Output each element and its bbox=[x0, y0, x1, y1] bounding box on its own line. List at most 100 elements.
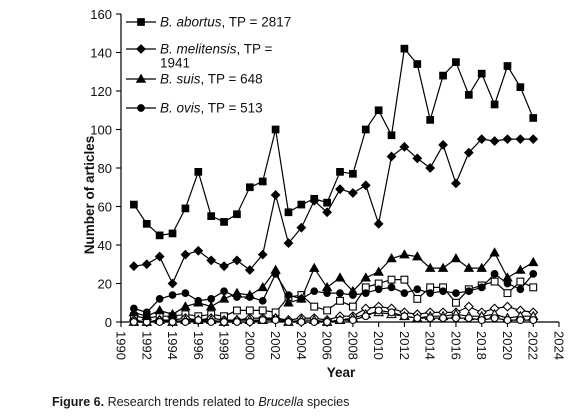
data-point bbox=[258, 296, 267, 305]
data-point bbox=[310, 302, 319, 311]
caption-genus: Brucella bbox=[258, 395, 304, 409]
data-point bbox=[245, 318, 254, 326]
legend-item: B. suis, TP = 648 bbox=[126, 72, 263, 87]
data-point bbox=[181, 289, 190, 297]
data-point bbox=[400, 289, 409, 297]
legend-suffix: , TP = bbox=[237, 42, 273, 57]
caption-text: Research trends related to bbox=[104, 395, 259, 409]
data-point bbox=[452, 58, 460, 66]
legend-item: B. abortus, TP = 2817 bbox=[126, 15, 291, 30]
data-point bbox=[309, 195, 320, 206]
data-point bbox=[128, 261, 139, 272]
data-point bbox=[412, 153, 423, 164]
y-tick-label: 0 bbox=[105, 315, 112, 330]
data-point bbox=[284, 291, 293, 299]
data-point bbox=[361, 125, 370, 134]
data-point bbox=[349, 169, 357, 178]
data-point bbox=[516, 316, 525, 325]
legend-suffix: , TP = 513 bbox=[201, 101, 263, 116]
x-tick-label: 2016 bbox=[448, 331, 463, 360]
data-point bbox=[232, 306, 241, 315]
data-point bbox=[373, 266, 384, 276]
data-point bbox=[400, 275, 409, 284]
data-point bbox=[194, 168, 203, 176]
series-8 bbox=[129, 306, 538, 326]
legend-label-line2: 1941 bbox=[160, 56, 190, 71]
series-line bbox=[133, 138, 534, 285]
data-point bbox=[439, 314, 448, 323]
data-point bbox=[490, 277, 499, 286]
data-point bbox=[257, 281, 268, 292]
data-point bbox=[297, 318, 306, 326]
x-tick-label: 2018 bbox=[474, 331, 489, 360]
data-point bbox=[451, 298, 460, 307]
legend-suffix: , TP = 2817 bbox=[222, 15, 292, 30]
data-point bbox=[374, 285, 383, 294]
data-point bbox=[245, 183, 254, 192]
data-point bbox=[245, 306, 254, 315]
data-point bbox=[360, 180, 371, 191]
data-point bbox=[220, 287, 228, 296]
figure-caption: Figure 6. Research trends related to Bru… bbox=[52, 395, 349, 409]
data-point bbox=[137, 18, 145, 26]
data-point bbox=[503, 62, 512, 70]
data-point bbox=[219, 261, 229, 272]
data-point bbox=[361, 312, 370, 321]
data-point bbox=[130, 200, 138, 209]
caption-suffix: species bbox=[303, 395, 350, 409]
y-axis-label: Number of articles bbox=[82, 136, 97, 255]
data-point bbox=[387, 275, 396, 284]
legend-species: B. ovis bbox=[160, 101, 201, 116]
data-point bbox=[336, 289, 344, 297]
data-point bbox=[503, 279, 512, 288]
data-point bbox=[218, 293, 230, 303]
series-3 bbox=[128, 247, 539, 320]
data-point bbox=[387, 131, 396, 140]
data-point bbox=[258, 306, 267, 315]
data-point bbox=[360, 272, 372, 282]
legend-species: B. abortus bbox=[160, 15, 222, 30]
data-point bbox=[194, 296, 203, 305]
data-point bbox=[137, 104, 145, 112]
data-point bbox=[476, 262, 487, 272]
data-point bbox=[439, 71, 447, 80]
data-point bbox=[245, 293, 254, 301]
y-tick-label: 160 bbox=[90, 7, 112, 22]
data-point bbox=[283, 238, 294, 248]
data-point bbox=[258, 177, 267, 186]
data-point bbox=[503, 316, 512, 325]
data-point bbox=[413, 60, 422, 68]
y-tick-label: 120 bbox=[90, 84, 112, 99]
data-point bbox=[438, 139, 448, 150]
data-point bbox=[220, 318, 229, 326]
data-point bbox=[194, 316, 203, 325]
data-point bbox=[181, 204, 190, 213]
data-point bbox=[297, 295, 306, 303]
data-point bbox=[437, 262, 449, 272]
data-point bbox=[502, 301, 513, 312]
data-point bbox=[207, 295, 216, 303]
data-point bbox=[168, 229, 177, 238]
x-tick-label: 2020 bbox=[500, 331, 515, 360]
data-point bbox=[516, 277, 525, 286]
data-point bbox=[464, 91, 473, 99]
data-point bbox=[527, 256, 539, 267]
data-point bbox=[207, 212, 216, 220]
data-point bbox=[426, 314, 435, 323]
data-point bbox=[502, 134, 513, 145]
data-point bbox=[374, 106, 383, 115]
data-point bbox=[361, 289, 370, 297]
data-point bbox=[271, 316, 280, 325]
data-point bbox=[516, 83, 525, 91]
data-point bbox=[450, 253, 462, 263]
x-tick-label: 1990 bbox=[114, 331, 129, 360]
data-point bbox=[464, 314, 473, 323]
data-point bbox=[271, 270, 280, 278]
data-point bbox=[451, 314, 460, 323]
y-tick-label: 20 bbox=[98, 277, 112, 292]
data-point bbox=[515, 264, 526, 274]
data-point bbox=[452, 289, 460, 297]
data-point bbox=[528, 134, 539, 145]
data-point bbox=[258, 316, 267, 325]
series-line bbox=[133, 279, 534, 319]
